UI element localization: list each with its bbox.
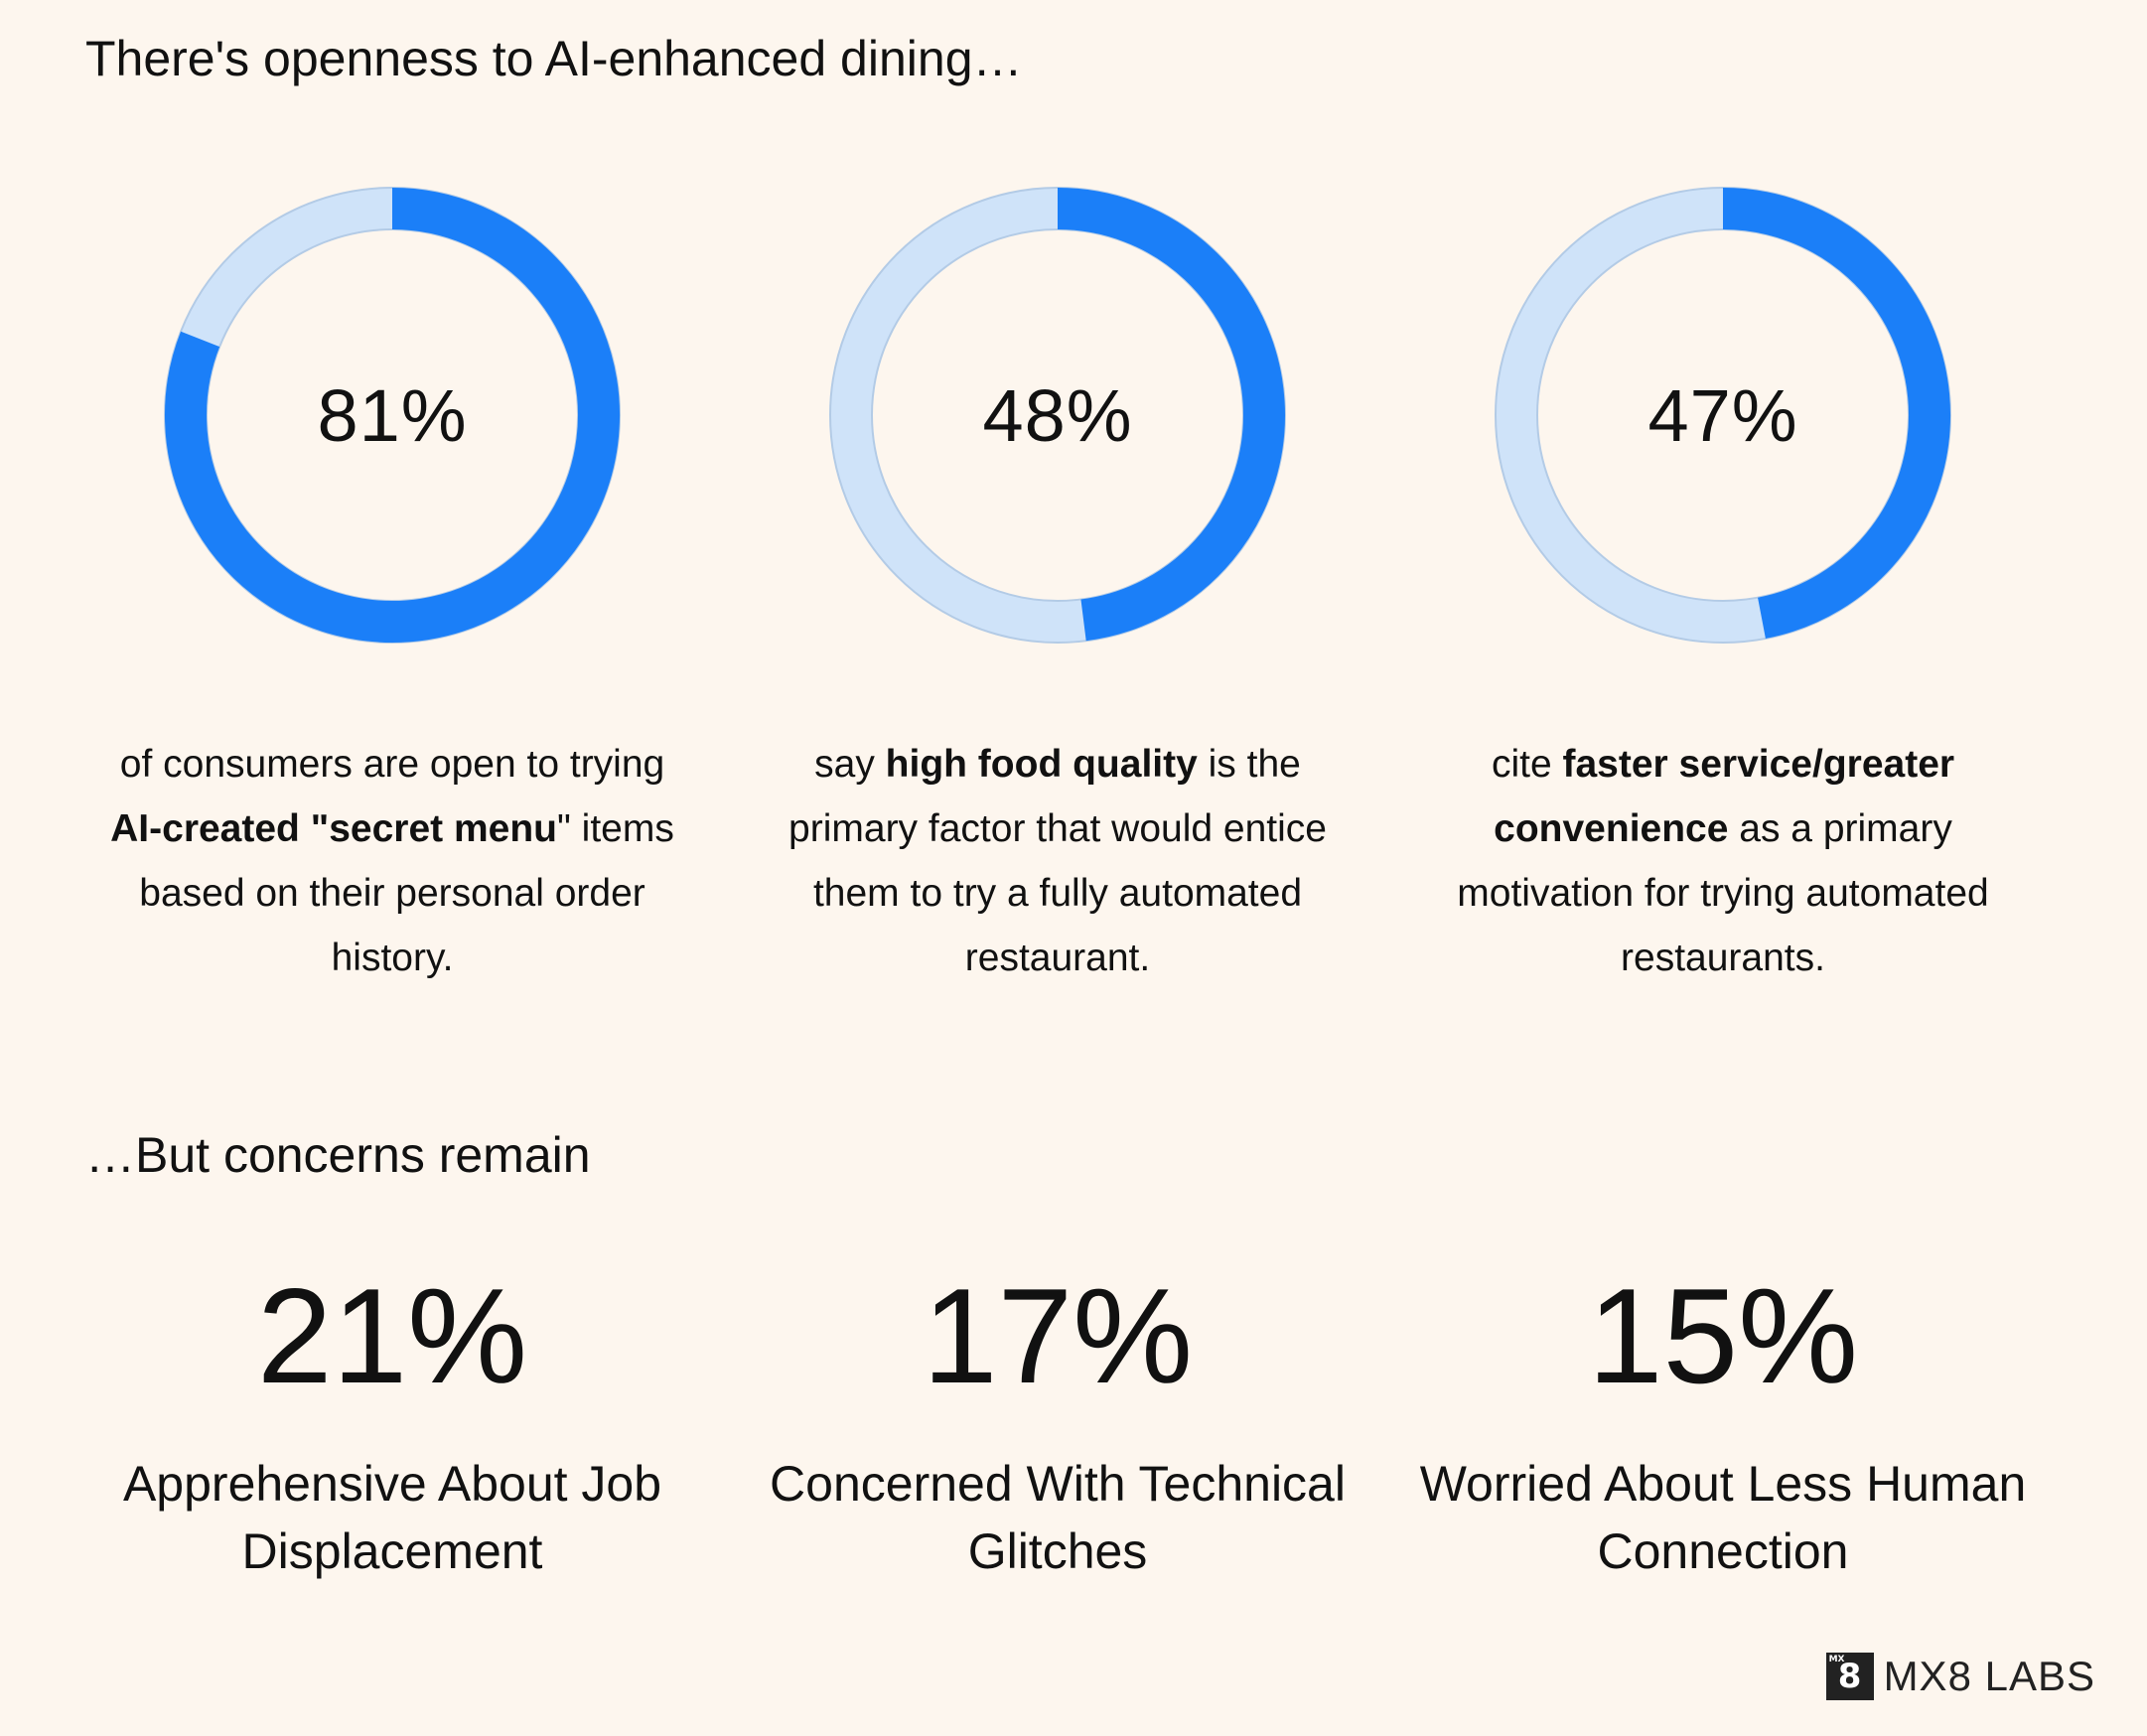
concern-stat-label: Concerned With Technical Glitches <box>770 1456 1346 1579</box>
donut-track-inner-edge <box>871 228 1244 602</box>
concern-stat-label: Worried About Less Human Connection <box>1419 1456 2027 1579</box>
logo-mark-icon: MX 8 <box>1825 1653 1874 1700</box>
donut-svg <box>1495 187 1951 644</box>
concern-stat-value: 15% <box>1587 1260 1859 1411</box>
section-title-concerns: …But concerns remain <box>85 1127 591 1183</box>
donut-chart-faster-service: 47% <box>1485 177 1961 653</box>
donut-value-label: 47% <box>1647 373 1798 457</box>
donut-track-inner-edge <box>1536 228 1910 602</box>
donut-value-label: 81% <box>317 373 468 457</box>
description-text: say <box>814 743 886 786</box>
mx8-labs-logo: MX 8 MX8 LABS <box>1825 1653 2095 1700</box>
donut-value-arc <box>165 188 620 643</box>
donut-svg <box>829 187 1286 644</box>
donut-description: cite faster service/greater convenience … <box>1425 732 2021 990</box>
description-bold-text: high food quality <box>885 743 1198 786</box>
description-text: " items based on their personal order hi… <box>139 807 674 979</box>
description-bold-text: faster service/greater convenience <box>1494 743 1955 850</box>
donut-description: say high food quality is the primary fac… <box>760 732 1356 990</box>
description-text: is the primary factor that would entice … <box>788 743 1327 979</box>
section-title-openness: There's openness to AI-enhanced dining… <box>85 31 1023 86</box>
donut-chart-food-quality: 48% <box>819 177 1296 653</box>
description-bold-text: AI-created "secret menu <box>110 807 557 850</box>
donut-description: of consumers are open to trying AI-creat… <box>94 732 690 990</box>
donut-chart-secret-menu: 81% <box>154 177 631 653</box>
concern-stat-value: 21% <box>256 1260 528 1411</box>
logo-text: MX8 LABS <box>1883 1653 2095 1699</box>
donut-svg <box>164 187 621 644</box>
description-text: of consumers are open to trying <box>119 743 665 786</box>
logo-mark-main: 8 <box>1837 1657 1862 1696</box>
description-text: cite <box>1491 743 1563 786</box>
donut-value-arc <box>1057 188 1285 642</box>
concern-stat-label: Apprehensive About Job Displacement <box>122 1456 662 1579</box>
logo-mark-mini: MX <box>1828 1655 1845 1664</box>
concern-stat-value: 17% <box>922 1260 1194 1411</box>
donut-value-arc <box>1722 188 1950 639</box>
description-text: as a primary motivation for trying autom… <box>1457 807 1989 979</box>
donut-value-label: 48% <box>982 373 1133 457</box>
